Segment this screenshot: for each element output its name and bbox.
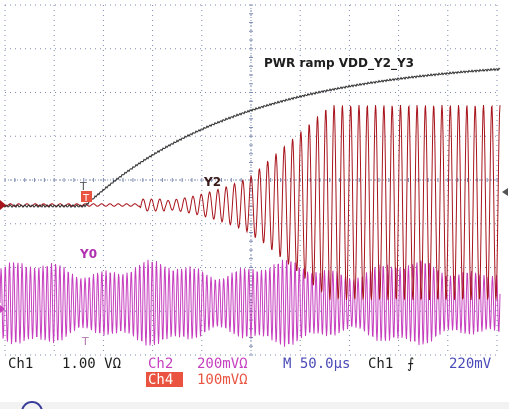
ch4-badge (146, 372, 183, 387)
ch4-name: Ch4 (148, 372, 173, 388)
ch4-trace-label: Y0 (79, 247, 97, 261)
ch2-name: Ch2 (148, 356, 173, 372)
ch1-scale: 1.00 VΩ (62, 356, 121, 372)
ch1-ground-marker-icon (0, 200, 6, 210)
ch1-trace-label: PWR ramp VDD_Y2_Y3 (264, 56, 414, 71)
trigger-level: 220mV (449, 356, 492, 372)
timebase-readout: M 50.0µs (283, 356, 350, 372)
ch4-scale: 100mVΩ (197, 372, 248, 388)
bottom-edge (0, 401, 509, 409)
ch1-trace-pwr-ramp (0, 67, 501, 209)
bottom-knob-icon (21, 401, 43, 409)
ch4-ground-marker-icon (0, 305, 5, 313)
ch2-trigger-badge-text: T (82, 193, 90, 204)
ch1-name: Ch1 (8, 356, 33, 372)
trigger-arrow-icon (502, 188, 508, 196)
ch2-scale: 200mVΩ (197, 356, 248, 372)
ch2-trigger-badge (81, 191, 92, 202)
ch2-trace-y2 (0, 104, 501, 301)
ch4-trace-y0 (0, 259, 501, 347)
ch4-trigger-marker: T (81, 335, 89, 348)
trigger-source: Ch1 (368, 356, 393, 372)
ch2-trace-label: Y2 (203, 175, 221, 189)
trigger-slope-icon: ⨍ (407, 356, 414, 372)
status-bar: Ch1 1.00 VΩ Ch2 200mVΩ M 50.0µs Ch1 ⨍ 22… (8, 356, 492, 388)
trigger-position-marker: T (79, 180, 87, 193)
